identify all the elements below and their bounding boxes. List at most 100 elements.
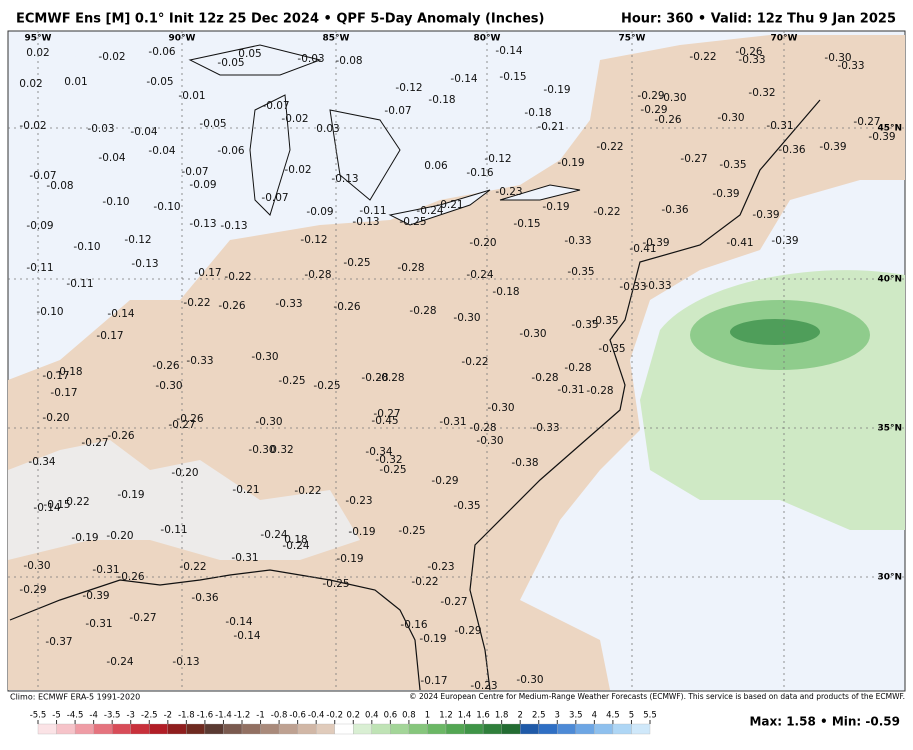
lake-ontario bbox=[499, 184, 581, 201]
station-value: -0.10 bbox=[73, 241, 100, 253]
station-value: -0.19 bbox=[71, 532, 98, 544]
colorbar-tick-label: 1.8 bbox=[495, 711, 509, 721]
station-value: -0.25 bbox=[399, 216, 426, 228]
station-value: -0.30 bbox=[487, 402, 514, 414]
station-value: -0.36 bbox=[661, 204, 688, 216]
station-value: -0.01 bbox=[178, 90, 205, 102]
station-value: -0.22 bbox=[689, 51, 716, 63]
colorbar-tick-label: -1.2 bbox=[234, 711, 251, 721]
station-value: -0.14 bbox=[225, 616, 252, 628]
station-value: 0.02 bbox=[19, 78, 42, 90]
colorbar-swatch bbox=[353, 723, 372, 735]
colorbar-swatch bbox=[501, 723, 521, 735]
colorbar-tick-label: 3 bbox=[555, 711, 560, 721]
station-values: 0.02 -0.02 -0.06-0.050.05 -0.03 -0.08-0.140.… bbox=[19, 45, 895, 692]
station-value: -0.28 bbox=[409, 305, 436, 317]
station-value: -0.32 bbox=[375, 454, 402, 466]
station-value: 0.32 bbox=[270, 444, 293, 456]
station-value: -0.20 bbox=[42, 412, 69, 424]
station-value: -0.29 bbox=[640, 104, 667, 116]
station-value: -0.18 bbox=[55, 366, 82, 378]
station-value: -0.11 bbox=[160, 524, 187, 536]
colorbar-swatch bbox=[334, 723, 354, 735]
station-value: -0.05 bbox=[199, 118, 226, 130]
colorbar-tick-label: -1 bbox=[256, 711, 264, 721]
station-value: -0.19 bbox=[336, 553, 363, 565]
station-value: -0.31 bbox=[557, 384, 584, 396]
station-value: -0.06 bbox=[217, 145, 244, 157]
station-value: -0.02 bbox=[19, 120, 46, 132]
station-value: -0.26 bbox=[152, 360, 179, 372]
station-value: -0.35 bbox=[719, 159, 746, 171]
station-value: -0.33 bbox=[564, 235, 591, 247]
colorbar-swatch bbox=[130, 723, 150, 735]
colorbar-swatch bbox=[56, 723, 76, 735]
station-value: -0.13 bbox=[172, 656, 199, 668]
latitude-label: 45°N bbox=[877, 124, 902, 134]
station-value: -0.12 bbox=[300, 234, 327, 246]
colorbar-tick-label: -4.5 bbox=[67, 711, 84, 721]
lake-huron bbox=[329, 109, 401, 201]
station-value: -0.30 bbox=[519, 328, 546, 340]
station-value: -0.31 bbox=[231, 552, 258, 564]
station-value: -0.05 bbox=[217, 57, 244, 69]
colorbar-tick-label: -2.5 bbox=[141, 711, 158, 721]
station-value: -0.36 bbox=[778, 144, 805, 156]
station-value: -0.28 bbox=[377, 372, 404, 384]
colorbar-tick-label: 0.6 bbox=[384, 711, 398, 721]
colorbar-swatch bbox=[297, 723, 317, 735]
station-value: -0.17 bbox=[42, 370, 69, 382]
station-value: -0.35 bbox=[598, 343, 625, 355]
longitude-label: 95°W bbox=[25, 34, 52, 44]
station-value: -0.23 bbox=[495, 186, 522, 198]
station-value: -0.34 bbox=[28, 456, 55, 468]
station-value: -0.25 bbox=[313, 380, 340, 392]
station-value: -0.22 bbox=[411, 576, 438, 588]
station-value: -0.22 bbox=[294, 485, 321, 497]
station-value: -0.27 bbox=[373, 408, 400, 420]
station-value: -0.27 bbox=[853, 116, 880, 128]
station-value: -0.37 bbox=[45, 636, 72, 648]
station-value: -0.28 bbox=[564, 362, 591, 374]
station-value: -0.39 bbox=[819, 141, 846, 153]
station-value: -0.36 bbox=[191, 592, 218, 604]
colorbar-swatch bbox=[464, 723, 484, 735]
station-value: -0.28 bbox=[469, 422, 496, 434]
station-value: 0.02 bbox=[26, 47, 49, 59]
station-value: -0.39 bbox=[868, 131, 895, 143]
colorbar-tick-label: 3.5 bbox=[569, 711, 583, 721]
station-value: -0.13 bbox=[220, 220, 247, 232]
colorbar-tick-label: 1.2 bbox=[439, 711, 453, 721]
station-value: -0.18 bbox=[524, 107, 551, 119]
colorbar-tick-label: 2 bbox=[517, 711, 522, 721]
title: ECMWF Ens [M] 0.1° Init 12z 25 Dec 2024 … bbox=[16, 12, 544, 27]
station-value: -0.17 bbox=[96, 330, 123, 342]
colorbar-tick-label: -0.2 bbox=[326, 711, 343, 721]
colorbar-tick-label: -5.5 bbox=[30, 711, 47, 721]
station-value: -0.03 bbox=[87, 123, 114, 135]
station-value: -0.07 bbox=[29, 170, 56, 182]
latitude-label: 40°N bbox=[877, 275, 902, 285]
station-value: -0.25 bbox=[322, 578, 349, 590]
station-value: -0.24 bbox=[106, 656, 133, 668]
colorbar-swatch bbox=[482, 723, 502, 735]
lake-superior bbox=[188, 44, 322, 76]
station-value: -0.19 bbox=[117, 489, 144, 501]
station-value: -0.41 bbox=[629, 243, 656, 255]
colorbar-swatch bbox=[612, 723, 632, 735]
station-value: -0.03 bbox=[297, 53, 324, 65]
colorbar-tick-label: -3.5 bbox=[104, 711, 121, 721]
colorbar-tick-label: -0.8 bbox=[271, 711, 288, 721]
colorbar-swatch bbox=[408, 723, 428, 735]
station-value: -0.16 bbox=[466, 167, 493, 179]
station-value: -0.35 bbox=[567, 266, 594, 278]
station-value: -0.45 bbox=[371, 415, 398, 427]
station-value: -0.20 bbox=[106, 530, 133, 542]
station-value: -0.27 bbox=[129, 612, 156, 624]
valid-time: Hour: 360 • Valid: 12z Thu 9 Jan 2025 bbox=[621, 12, 896, 27]
station-value: -0.26 bbox=[333, 301, 360, 313]
station-value: -0.33 bbox=[619, 281, 646, 293]
station-value: -0.20 bbox=[469, 237, 496, 249]
station-value: -0.31 bbox=[439, 416, 466, 428]
